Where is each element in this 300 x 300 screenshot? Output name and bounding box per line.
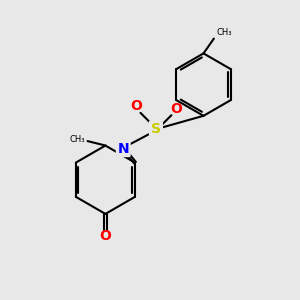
Text: O: O xyxy=(170,102,182,116)
Text: O: O xyxy=(100,229,111,243)
Text: S: S xyxy=(151,122,161,136)
Text: CH₃: CH₃ xyxy=(216,28,232,37)
Text: O: O xyxy=(131,99,142,113)
Text: N: N xyxy=(117,142,129,155)
Text: CH₃: CH₃ xyxy=(69,135,85,144)
